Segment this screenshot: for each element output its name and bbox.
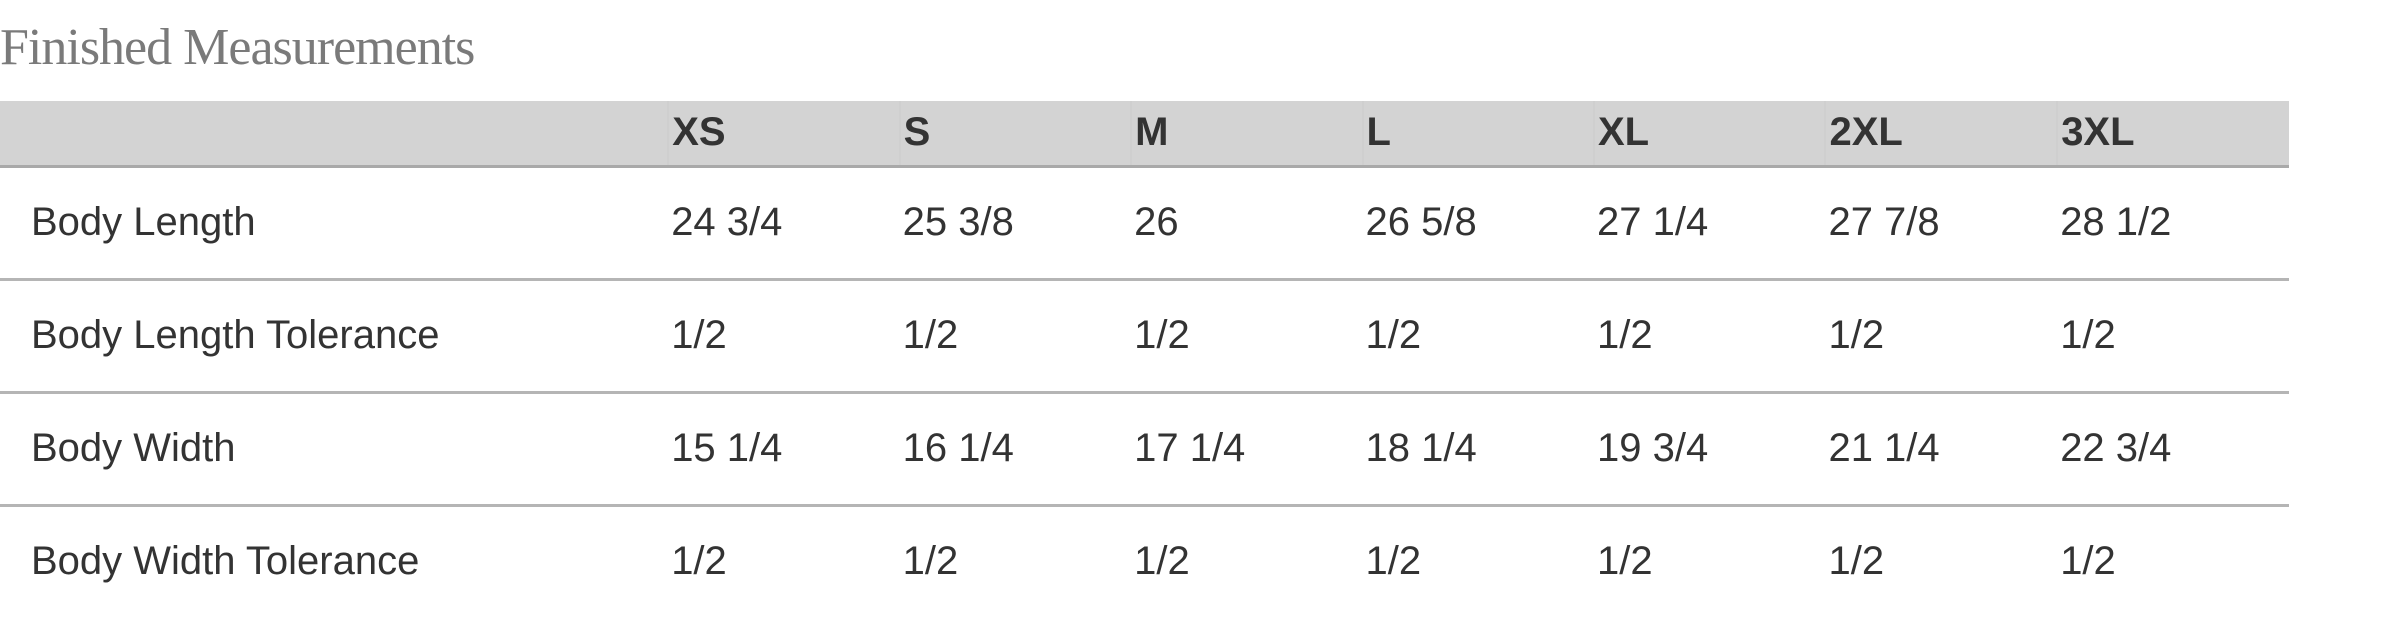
table-row: Body Length 24 3/4 25 3/8 26 26 5/8 27 1/4 27 … <box>0 166 2289 281</box>
cell-value: 1/2 <box>671 539 727 583</box>
cell-value: 1/2 <box>2057 279 2289 394</box>
row-label: Body Length <box>0 166 669 281</box>
cell-value: 1/2 <box>1594 279 1826 394</box>
column-header-m: M <box>1130 101 1363 168</box>
page-title: Finished Measurements <box>0 19 475 76</box>
cell-value: 15 1/4 <box>668 392 900 507</box>
cell-value: 25 3/8 <box>899 166 1132 281</box>
cell-value: 24 3/4 <box>668 166 900 281</box>
cell-value: 1/2 <box>1365 539 1422 583</box>
header-row: XS S M L XL 2XL 3XL <box>0 101 2289 168</box>
column-header-l: L <box>1361 101 1594 168</box>
row-label: Body Width Tolerance <box>31 539 420 583</box>
cell-value: 1/2 <box>1131 279 1363 394</box>
cell-value: 19 3/4 <box>1594 392 1826 507</box>
cell-value: 1/2 <box>899 279 1132 394</box>
cell-value: 1/2 <box>1362 279 1594 394</box>
table-row: Body Width 15 1/4 16 1/4 17 1/4 18 1/4 19 3/4… <box>0 392 2289 507</box>
cell-value: 1/2 <box>668 279 900 394</box>
cell-value: 26 5/8 <box>1362 166 1594 281</box>
column-header-2xl: 2XL <box>1824 101 2058 168</box>
cell-value: 1/2 <box>2060 539 2116 583</box>
cell-value: 18 1/4 <box>1362 392 1594 507</box>
cell-value: 21 1/4 <box>1825 392 2058 507</box>
row-label: Body Width <box>0 392 669 507</box>
cell-value: 26 <box>1131 166 1363 281</box>
column-header-xs: XS <box>667 101 900 168</box>
cell-value: 17 1/4 <box>1131 392 1363 507</box>
column-header-3xl: 3XL <box>2056 101 2289 168</box>
cell-value: 16 1/4 <box>899 392 1132 507</box>
cell-value: 1/2 <box>1825 279 2058 394</box>
measurements-table: XS S M L XL 2XL 3XL Body Length 24 3/4 25 … <box>0 101 2289 617</box>
cell-value: 1/2 <box>902 539 959 583</box>
column-header-s: S <box>898 101 1132 168</box>
cell-value: 1/2 <box>1597 539 1653 583</box>
table-row: Body Length Tolerance 1/2 1/2 1/2 1/2 1/2 1/2 1… <box>0 279 2289 394</box>
table-row: Body Width Tolerance 1/2 1/2 1/2 1/2 1/2 1/2 1/… <box>0 505 2289 617</box>
cell-value: 1/2 <box>1828 539 1885 583</box>
cell-value: 1/2 <box>1134 539 1190 583</box>
cell-value: 22 3/4 <box>2057 392 2289 507</box>
cell-value: 28 1/2 <box>2057 166 2289 281</box>
cell-value: 27 7/8 <box>1825 166 2058 281</box>
column-header-empty <box>0 101 669 168</box>
cell-value: 27 1/4 <box>1594 166 1826 281</box>
column-header-xl: XL <box>1592 101 1826 168</box>
row-label: Body Length Tolerance <box>0 279 669 394</box>
